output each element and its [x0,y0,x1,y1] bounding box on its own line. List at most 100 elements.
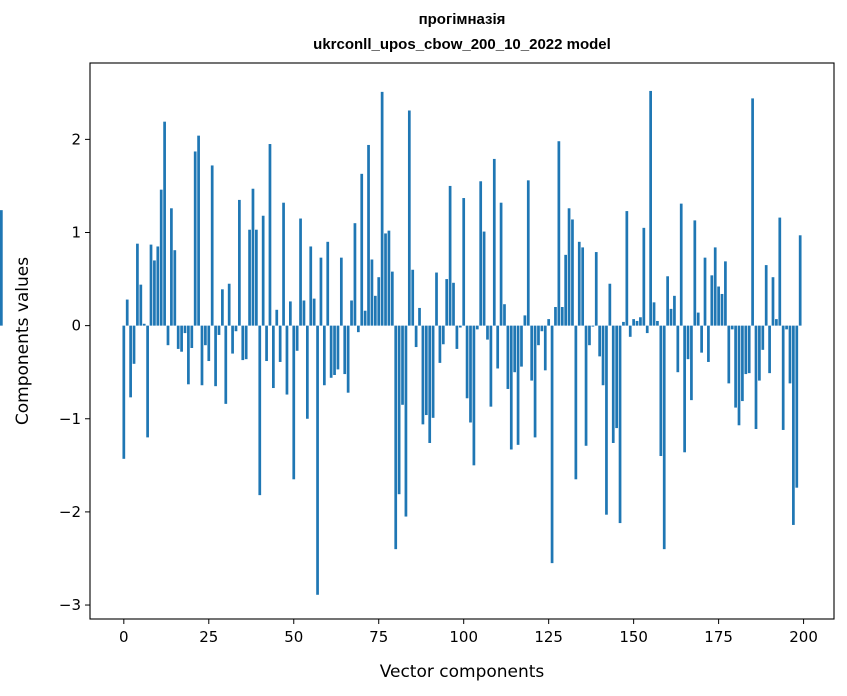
bar [703,257,707,326]
bar [187,325,190,385]
bar [475,325,479,330]
bar [122,325,126,459]
bar [299,218,302,326]
bar [778,217,782,326]
bar [166,325,170,346]
bar [798,235,802,326]
bar [326,241,330,326]
bar [639,317,642,326]
bar [231,325,234,354]
bar [397,325,401,495]
bar [445,279,449,326]
bar [520,325,523,367]
bar [180,325,183,352]
bar [462,198,466,326]
bar [537,325,540,346]
bar [258,325,262,496]
bar [333,325,336,375]
bar [190,325,194,348]
bar [795,325,799,488]
bar [448,185,452,326]
bar [533,325,537,438]
bar [700,325,703,353]
bar [615,325,619,429]
bar [696,312,700,326]
bar [149,244,153,326]
bar [370,259,374,326]
bar [482,231,486,326]
bar [353,223,357,326]
x-axis-ticks: 0 25 50 75 100 125 150 175 200 [119,619,818,646]
x-tick-label: 25 [199,628,218,646]
bar [418,307,421,326]
bar [496,325,500,369]
bar [360,173,364,326]
bar [146,325,149,438]
bar [322,325,326,386]
bar [142,323,146,326]
bar [571,219,574,326]
plot-frame [89,62,835,620]
bar [282,202,285,326]
chart-title: прогімназія [418,11,506,28]
bar [384,233,387,326]
bar [724,261,727,326]
bar [183,325,187,334]
bar [730,325,734,330]
bar [356,325,360,333]
bar [635,320,639,326]
bar [261,215,265,326]
bar [686,325,690,360]
y-tick-label: 0 [71,317,81,335]
bar [305,325,309,419]
bar [221,289,224,326]
bar [275,309,279,326]
bar [781,325,785,430]
bar [458,325,462,328]
bar [584,325,588,446]
bar [170,208,173,326]
bar [156,246,160,326]
bar [139,284,143,326]
bar [373,295,377,326]
x-tick-label: 125 [534,628,563,646]
bar [761,325,765,350]
bar [727,325,731,384]
bar [289,301,292,326]
bar [560,307,564,326]
bar [224,325,228,404]
bar [428,325,432,443]
bar [176,325,180,349]
bar [329,325,333,378]
bar [693,220,697,326]
bar [455,325,459,349]
bar [309,246,313,326]
bar [255,229,258,326]
bar [265,325,268,362]
x-tick-label: 0 [119,628,129,646]
bar [659,325,663,457]
bar [411,269,415,326]
bar [377,277,381,326]
bar [591,325,595,327]
bar [414,325,418,348]
bar [241,325,245,361]
bar [251,188,255,326]
y-tick-label: −1 [59,410,81,428]
bar [452,282,455,326]
bar [227,283,231,326]
bar [486,325,489,340]
bar [530,325,534,381]
bar [285,325,289,395]
bar [302,300,306,326]
bar [771,277,775,326]
bar [125,299,129,326]
bar [513,325,517,373]
bar [666,276,669,326]
bar [153,260,156,326]
bar [193,151,197,326]
bar [737,325,741,426]
bar [465,325,469,399]
bar [611,325,615,443]
